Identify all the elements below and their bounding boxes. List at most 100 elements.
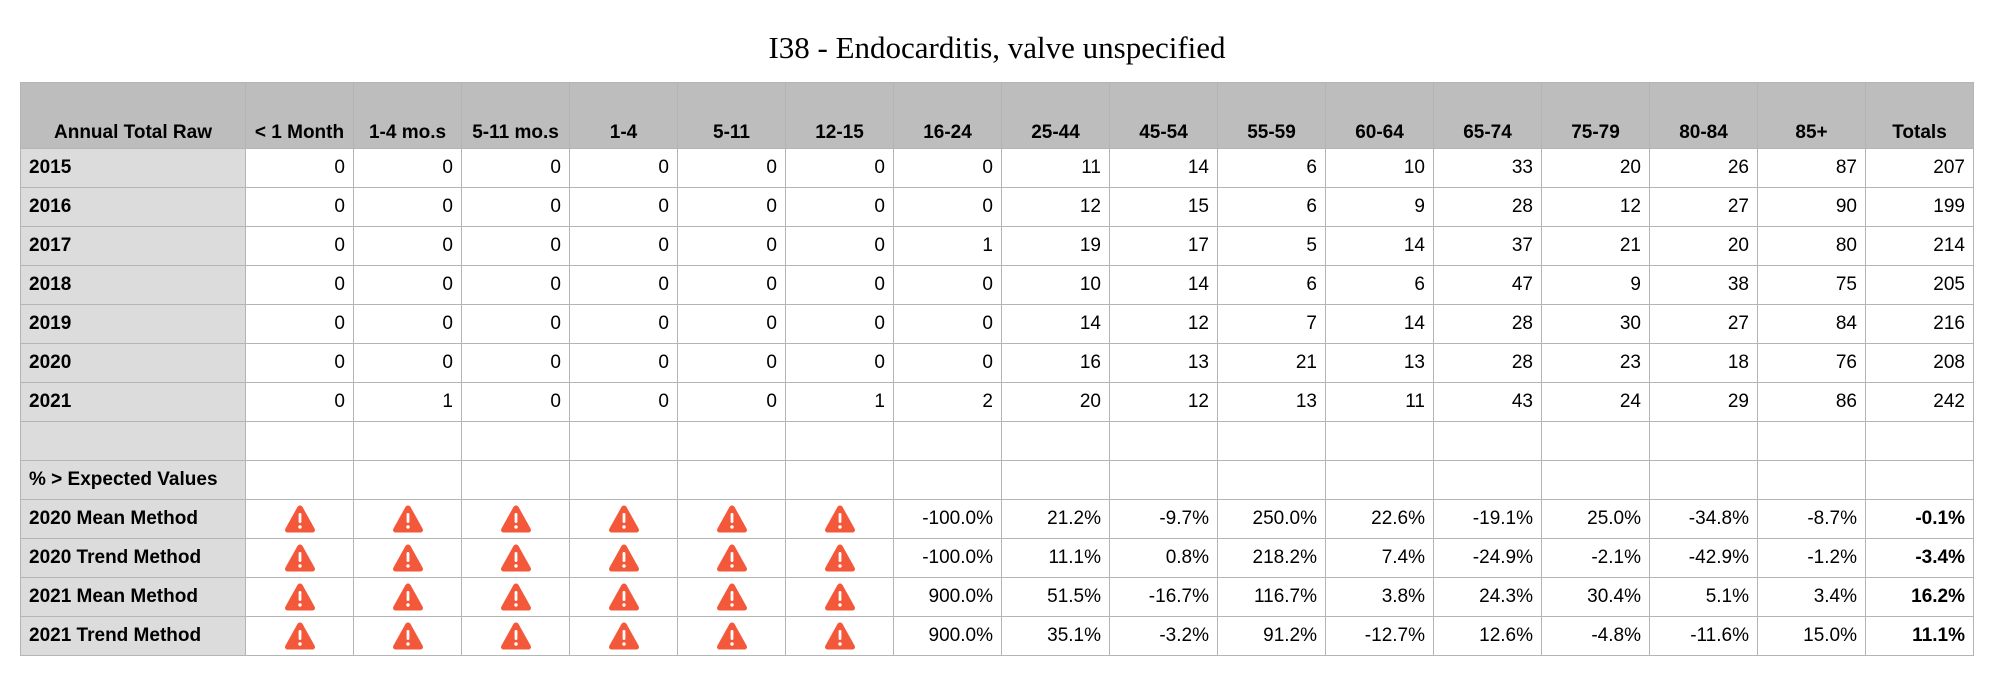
warning-cell (353, 538, 462, 578)
table-cell: 15.0% (1757, 616, 1866, 656)
warning-cell (245, 538, 354, 578)
column-header: 5-11 mo.s (461, 82, 570, 149)
table-cell: -2.1% (1541, 538, 1650, 578)
table-cell: -100.0% (893, 499, 1002, 539)
table-cell: 25.0% (1541, 499, 1650, 539)
empty-cell (1217, 460, 1326, 500)
table-cell: 0 (785, 148, 894, 188)
warning-cell (353, 499, 462, 539)
table-cell: 0 (569, 265, 678, 305)
empty-cell (1325, 460, 1434, 500)
table-cell: 28 (1433, 343, 1542, 383)
table-cell: 0 (677, 265, 786, 305)
table-cell: -34.8% (1649, 499, 1758, 539)
empty-cell (893, 460, 1002, 500)
row-label: 2021 (20, 382, 246, 422)
table-cell: 0 (785, 343, 894, 383)
empty-cell (353, 421, 462, 461)
row-label: 2016 (20, 187, 246, 227)
empty-cell (1757, 421, 1866, 461)
table-cell: 13 (1109, 343, 1218, 383)
table-cell: 80 (1757, 226, 1866, 266)
warning-cell (569, 499, 678, 539)
table-cell: -100.0% (893, 538, 1002, 578)
row-label: 2019 (20, 304, 246, 344)
table-cell: 21 (1217, 343, 1326, 383)
table-cell: 91.2% (1217, 616, 1326, 656)
table-cell: 24 (1541, 382, 1650, 422)
table-cell: 242 (1865, 382, 1974, 422)
table-cell: 12 (1001, 187, 1110, 227)
table-cell: 6 (1325, 265, 1434, 305)
table-cell: 6 (1217, 148, 1326, 188)
warning-cell (461, 577, 570, 617)
row-label: 2015 (20, 148, 246, 188)
column-header: 85+ (1757, 82, 1866, 149)
table-cell: 0 (353, 226, 462, 266)
empty-cell (893, 421, 1002, 461)
empty-cell (1865, 421, 1974, 461)
empty-cell (1109, 460, 1218, 500)
table-cell: 0 (785, 187, 894, 227)
table-cell: 24.3% (1433, 577, 1542, 617)
empty-cell (1109, 421, 1218, 461)
warning-triangle-icon (500, 583, 531, 611)
table-cell: 0 (245, 304, 354, 344)
table-cell: -12.7% (1325, 616, 1434, 656)
table-cell: 18 (1649, 343, 1758, 383)
warning-triangle-icon (392, 622, 423, 650)
empty-cell (1541, 460, 1650, 500)
column-header: 5-11 (677, 82, 786, 149)
table-cell: 20 (1001, 382, 1110, 422)
column-header: 12-15 (785, 82, 894, 149)
warning-triangle-icon (284, 622, 315, 650)
table-row: 2020 Mean Method -100.0% 21.2% -9.7% 250.0% 2… (20, 499, 1974, 539)
table-row: 2021 0 1 0 0 0 1 2 20 12 13 11 43 24 29 86 242 (20, 382, 1974, 422)
table-row: 2015 0 0 0 0 0 0 0 11 14 6 10 33 20 26 87 207 (20, 148, 1974, 188)
table-cell: 10 (1325, 148, 1434, 188)
table-cell: 13 (1325, 343, 1434, 383)
warning-triangle-icon (608, 505, 639, 533)
warning-triangle-icon (824, 505, 855, 533)
empty-cell (1433, 421, 1542, 461)
table-cell: 87 (1757, 148, 1866, 188)
table-row: 2020 Trend Method -100.0% 11.1% 0.8% 218.2% 7… (20, 538, 1974, 578)
table-cell: 28 (1433, 187, 1542, 227)
empty-cell (1217, 421, 1326, 461)
warning-triangle-icon (608, 583, 639, 611)
row-label: 2021 Trend Method (20, 616, 246, 656)
table-cell: 90 (1757, 187, 1866, 227)
section-row: % > Expected Values (20, 460, 1974, 500)
column-header: 80-84 (1649, 82, 1758, 149)
table-cell: 0 (893, 148, 1002, 188)
table-cell: 205 (1865, 265, 1974, 305)
row-label-empty (20, 421, 246, 461)
table-cell: 75 (1757, 265, 1866, 305)
table-cell: 0 (245, 343, 354, 383)
table-cell: 38 (1649, 265, 1758, 305)
table-cell: 12 (1541, 187, 1650, 227)
table-cell: 6 (1217, 187, 1326, 227)
table-cell: 0 (893, 304, 1002, 344)
column-header: 25-44 (1001, 82, 1110, 149)
table-cell: 0 (677, 343, 786, 383)
table-cell: 86 (1757, 382, 1866, 422)
warning-triangle-icon (824, 544, 855, 572)
table-cell: -19.1% (1433, 499, 1542, 539)
header-row: Annual Total Raw < 1 Month 1-4 mo.s 5-11… (20, 82, 1974, 149)
column-header: 65-74 (1433, 82, 1542, 149)
empty-cell (1541, 421, 1650, 461)
empty-cell (1325, 421, 1434, 461)
warning-cell (245, 499, 354, 539)
table-cell: 0 (677, 187, 786, 227)
warning-triangle-icon (392, 583, 423, 611)
warning-triangle-icon (500, 544, 531, 572)
warning-cell (245, 616, 354, 656)
table-cell: 0 (245, 382, 354, 422)
table-cell: 0 (569, 304, 678, 344)
table-cell: 0 (245, 148, 354, 188)
table-cell: -11.6% (1649, 616, 1758, 656)
table-cell: 21 (1541, 226, 1650, 266)
spacer-row (20, 421, 1974, 461)
table-row: 2018 0 0 0 0 0 0 0 10 14 6 6 47 9 38 75 205 (20, 265, 1974, 305)
